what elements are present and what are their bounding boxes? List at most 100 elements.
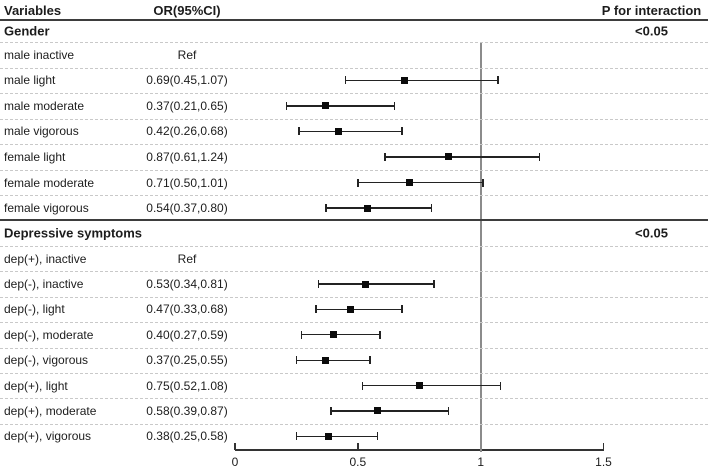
ci-cap-right	[497, 76, 499, 85]
forest-row: male inactive Ref	[0, 42, 708, 69]
header-rule	[0, 19, 708, 21]
ci-cap-right	[401, 127, 403, 136]
ci-cap-right	[393, 101, 396, 110]
axis-tick-label: 1	[477, 455, 484, 469]
x-axis-line	[235, 449, 604, 451]
ci-cap-right	[430, 204, 433, 213]
ci-cap-left	[330, 406, 332, 415]
axis-tick	[234, 443, 236, 450]
column-header-or-ci: OR(95%CI)	[153, 2, 221, 18]
ci-cap-right	[376, 432, 379, 441]
or-ci-value: 0.47(0.33,0.68)	[146, 302, 228, 317]
or-ci-value: 0.40(0.27,0.59)	[146, 327, 228, 342]
section-divider-rule	[0, 219, 708, 221]
forest-row: female vigorous 0.54(0.37,0.80)	[0, 195, 708, 221]
row-label: dep(-), inactive	[4, 277, 84, 292]
or-marker	[373, 407, 381, 415]
or-marker	[322, 102, 330, 110]
ci-cap-right	[433, 280, 435, 289]
ci-cap-left	[298, 127, 300, 136]
reference-line-or-1	[479, 42, 482, 452]
ci-cap-left	[295, 356, 298, 365]
forest-row: male light 0.69(0.45,1.07)	[0, 68, 708, 95]
ci-line	[296, 359, 371, 361]
row-label: dep(-), light	[4, 302, 65, 317]
ci-line	[286, 105, 395, 107]
forest-row: female moderate 0.71(0.50,1.01)	[0, 170, 708, 197]
ci-line	[330, 410, 449, 412]
forest-row: dep(+), vigorous 0.38(0.25,0.58)	[0, 424, 708, 449]
row-label: dep(+), light	[4, 378, 68, 393]
row-label: male light	[4, 73, 56, 88]
or-ci-value: 0.37(0.21,0.65)	[146, 98, 228, 113]
row-label: female light	[4, 149, 66, 164]
forest-row: dep(-), light 0.47(0.33,0.68)	[0, 297, 708, 324]
ci-cap-right	[379, 330, 381, 339]
forest-row: dep(-), moderate 0.40(0.27,0.59)	[0, 322, 708, 349]
or-ci-value: 0.42(0.26,0.68)	[146, 124, 228, 139]
row-label: dep(+), inactive	[4, 251, 87, 266]
ci-cap-right	[482, 178, 484, 187]
row-label: dep(+), vigorous	[4, 429, 92, 444]
or-marker	[401, 76, 408, 84]
row-label: male inactive	[4, 47, 75, 62]
column-header-p-interaction: P for interaction	[601, 2, 702, 18]
axis-tick	[602, 443, 605, 450]
ci-cap-left	[344, 76, 347, 85]
ci-cap-left	[300, 330, 303, 339]
or-ci-value: 0.69(0.45,1.07)	[146, 73, 228, 88]
ci-line	[296, 435, 378, 437]
ci-cap-left	[325, 204, 327, 213]
section-title: Gender	[4, 23, 50, 39]
or-marker	[324, 432, 332, 440]
row-label: female vigorous	[4, 201, 89, 216]
ci-cap-left	[362, 381, 364, 390]
ci-line	[298, 130, 403, 133]
or-marker	[346, 305, 354, 313]
ci-line	[325, 207, 432, 209]
forest-row: male moderate 0.37(0.21,0.65)	[0, 93, 708, 120]
or-ci-value: 0.38(0.25,0.58)	[146, 429, 228, 444]
row-label: dep(+), moderate	[4, 403, 97, 418]
or-marker	[329, 331, 337, 339]
forest-row: male vigorous 0.42(0.26,0.68)	[0, 119, 708, 146]
or-ci-value: 0.58(0.39,0.87)	[146, 403, 228, 418]
p-for-interaction-value: <0.05	[635, 225, 668, 241]
or-ci-value: Ref	[177, 251, 197, 266]
forest-row: dep(+), light 0.75(0.52,1.08)	[0, 373, 708, 400]
ci-cap-right	[538, 152, 541, 161]
axis-tick-label: 0.5	[349, 455, 367, 469]
row-label: male moderate	[4, 98, 85, 113]
row-label: female moderate	[4, 175, 95, 190]
ci-cap-left	[317, 280, 320, 289]
ci-line	[301, 334, 380, 336]
forest-row: dep(+), moderate 0.58(0.39,0.87)	[0, 398, 708, 425]
ci-line	[357, 181, 484, 184]
p-for-interaction-value: <0.05	[635, 23, 668, 39]
or-ci-value: 0.71(0.50,1.01)	[146, 175, 228, 190]
column-header-variables: Variables	[4, 2, 62, 18]
section-title: Depressive symptoms	[4, 225, 143, 241]
or-ci-value: 0.37(0.25,0.55)	[146, 353, 228, 368]
ci-cap-left	[315, 305, 317, 314]
axis-tick	[357, 443, 359, 450]
row-label: dep(-), vigorous	[4, 353, 89, 368]
ci-cap-left	[285, 101, 288, 110]
ci-cap-left	[295, 432, 298, 441]
row-label: male vigorous	[4, 124, 79, 139]
ci-line	[362, 384, 501, 387]
ci-line	[384, 156, 540, 158]
ci-cap-right	[369, 356, 371, 365]
or-ci-value: 0.75(0.52,1.08)	[146, 378, 228, 393]
forest-row: dep(+), inactive Ref	[0, 246, 708, 273]
or-ci-value: 0.53(0.34,0.81)	[146, 277, 228, 292]
ci-line	[316, 308, 403, 311]
or-marker	[445, 153, 453, 161]
ci-line	[345, 79, 498, 81]
forest-row: female light 0.87(0.61,1.24)	[0, 144, 708, 171]
forest-row: dep(-), inactive 0.53(0.34,0.81)	[0, 271, 708, 298]
or-marker	[415, 382, 423, 390]
row-label: dep(-), moderate	[4, 327, 94, 342]
section-header-row: Depressive symptoms <0.05	[0, 220, 708, 247]
